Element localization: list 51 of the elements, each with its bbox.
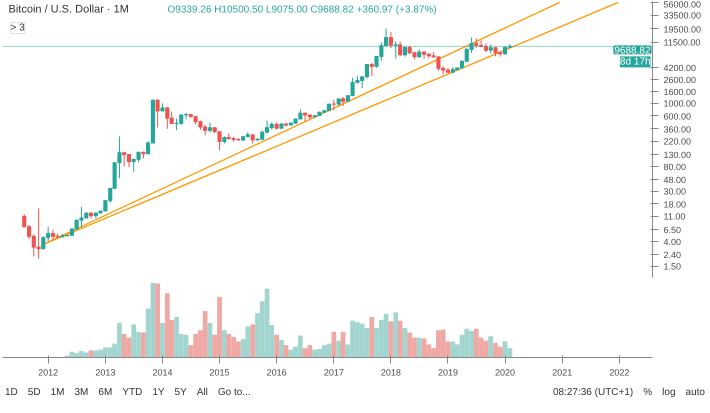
y-tick-label: 48.00 [664,174,686,185]
x-tick-label: 2012 [38,368,58,378]
x-tick-label: 2021 [552,368,572,378]
x-tick-label: 2019 [438,368,458,378]
y-tick-label: 130.00 [664,150,692,160]
text: 6M [98,387,112,398]
text: Go to... [218,387,251,398]
text: % [643,387,652,398]
x-tick-label: 2017 [324,368,344,378]
text: All [196,387,208,398]
x-tick-label: 2013 [95,368,116,378]
text: 5Y [174,387,187,398]
y-tick-label: 220.00 [664,136,692,147]
y-tick-label: 2.40 [664,250,682,260]
annotation: > 3 [10,22,26,34]
text: 1M [50,387,64,398]
text: 1Y [152,387,165,398]
y-tick-label: 360.00 [664,124,692,134]
y-tick-label: 56000.00 [664,0,702,10]
text: log [662,387,676,398]
y-tick-label: 11500.00 [664,38,700,48]
y-tick-label: 600.00 [664,111,692,122]
x-tick-label: 2020 [495,368,516,378]
text: 08:27:36 (UTC+1) [552,387,634,398]
y-tick-label: 18.00 [664,199,686,210]
y-tick-label: 6.50 [664,224,682,235]
y-tick-label: 2600.00 [664,74,696,85]
chart-title: Bitcoin / U.S. Dollar · 1M [8,4,129,16]
text: auto [686,387,705,398]
x-tick-label: 2015 [210,368,230,378]
annotation: 8d 17h [620,56,651,68]
y-tick-label: 33500.00 [664,10,702,21]
text: 5D [28,387,41,398]
y-tick-label: 1600.00 [664,86,696,97]
y-tick-label: 1000.00 [664,98,696,109]
ref-line-label: 9688.82 [614,45,651,56]
y-tick-label: 4.00 [664,236,682,247]
x-tick-label: 2014 [152,368,172,378]
chart-subtitle: O9339.26 H10500.50 L9075.00 C9688.82 +360.97 (+3.87%) [168,4,437,16]
x-tick-label: 2018 [380,368,401,378]
x-tick-label: 2022 [609,368,630,378]
x-tick-label: 2016 [266,368,287,378]
y-tick-label: 4200.00 [664,62,696,73]
text: 1D [5,387,18,398]
y-tick-label: 30.00 [664,186,686,197]
text: 3M [74,387,88,398]
text: YTD [122,387,142,398]
y-tick-label: 80.00 [664,162,686,172]
y-tick-label: 11.00 [664,212,686,222]
y-tick-label: 1.50 [664,262,682,272]
y-tick-label: 19500.00 [664,24,702,34]
